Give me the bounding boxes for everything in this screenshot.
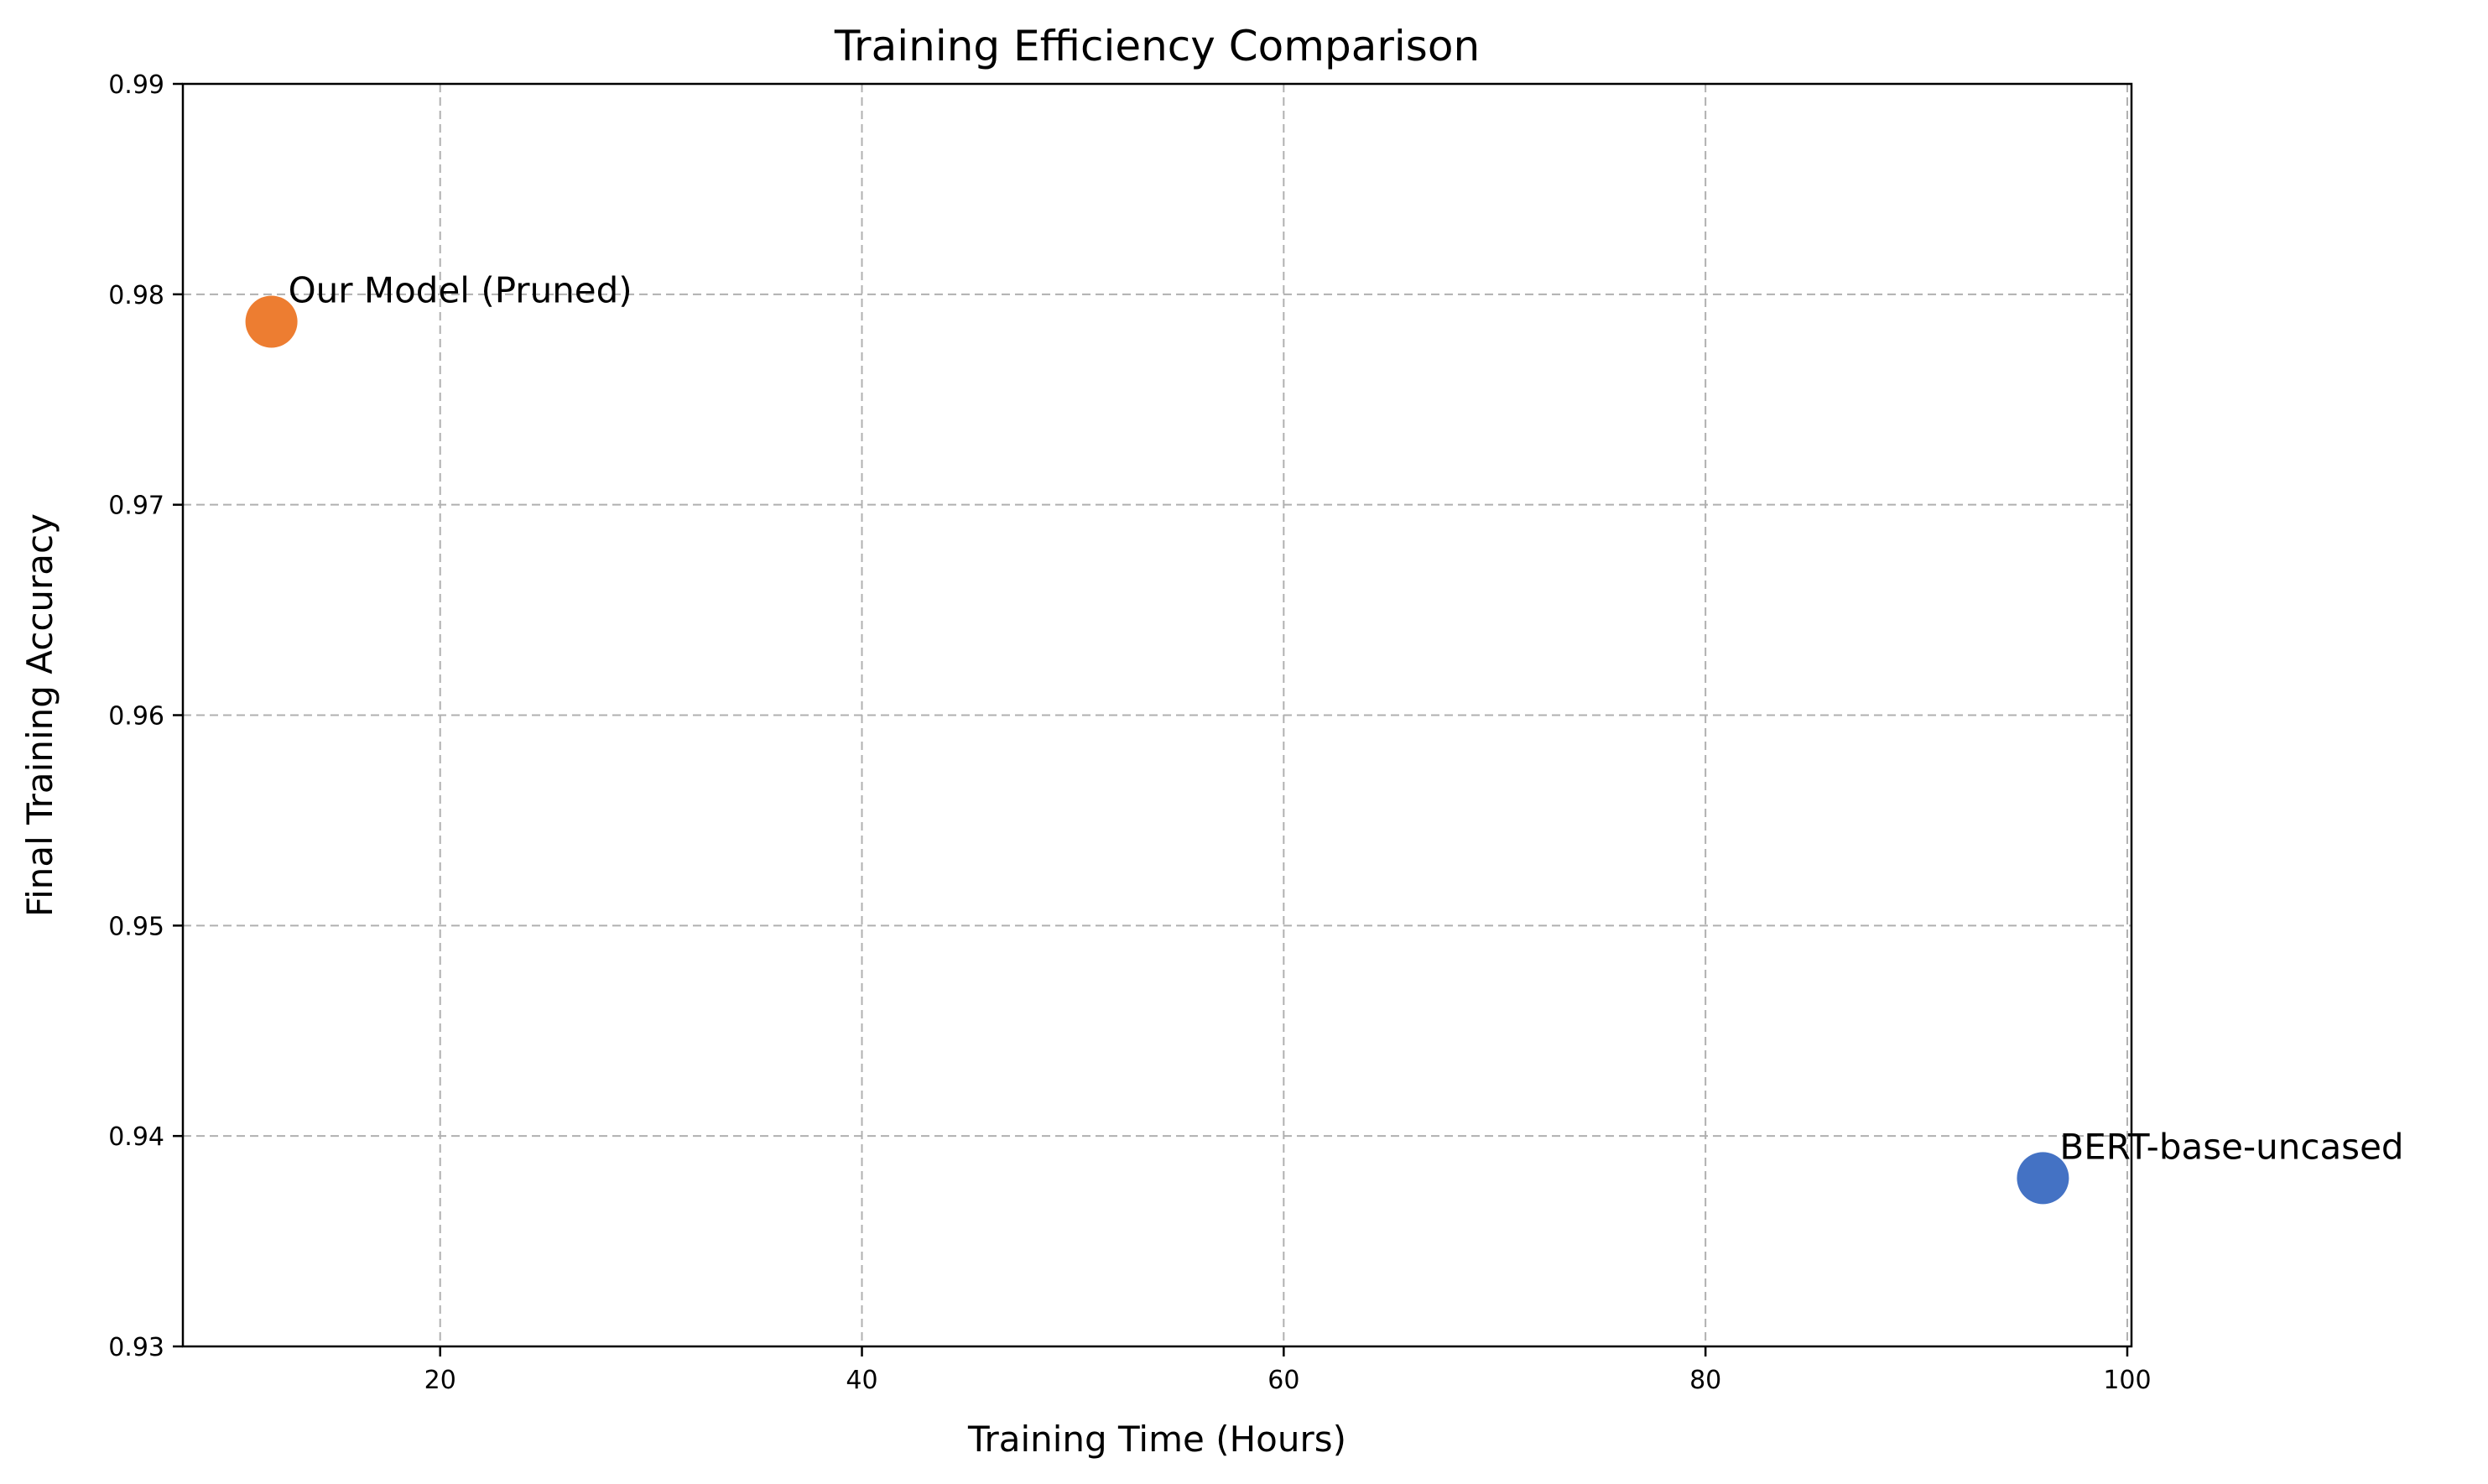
chart-title: Training Efficiency Comparison — [834, 22, 1480, 70]
y-tick-label: 0.98 — [108, 281, 164, 310]
x-axis-ticks: 20 40 60 80 100 — [424, 1346, 2152, 1395]
data-points: BERT-base-uncased Our Model (Pruned) — [245, 269, 2404, 1205]
x-tick-label: 60 — [1267, 1366, 1299, 1395]
y-tick-label: 0.95 — [108, 912, 164, 941]
y-tick-label: 0.97 — [108, 492, 164, 521]
y-axis-ticks: 0.93 0.94 0.95 0.96 0.97 0.98 0.99 — [108, 70, 183, 1362]
x-axis-label: Training Time (Hours) — [967, 1419, 1346, 1460]
scatter-point — [245, 295, 298, 348]
y-tick-label: 0.94 — [108, 1122, 164, 1152]
y-tick-label: 0.99 — [108, 70, 164, 100]
y-axis-label: Final Training Accuracy — [19, 513, 60, 917]
grid-lines — [183, 83, 2131, 1347]
point-annotation: Our Model (Pruned) — [289, 269, 632, 310]
x-tick-label: 40 — [846, 1366, 877, 1395]
x-tick-label: 100 — [2103, 1366, 2151, 1395]
x-tick-label: 80 — [1689, 1366, 1721, 1395]
scatter-point — [2017, 1152, 2069, 1205]
point-annotation: BERT-base-uncased — [2059, 1126, 2403, 1167]
y-tick-label: 0.93 — [108, 1333, 164, 1362]
x-tick-label: 20 — [424, 1366, 456, 1395]
y-tick-label: 0.96 — [108, 702, 164, 732]
